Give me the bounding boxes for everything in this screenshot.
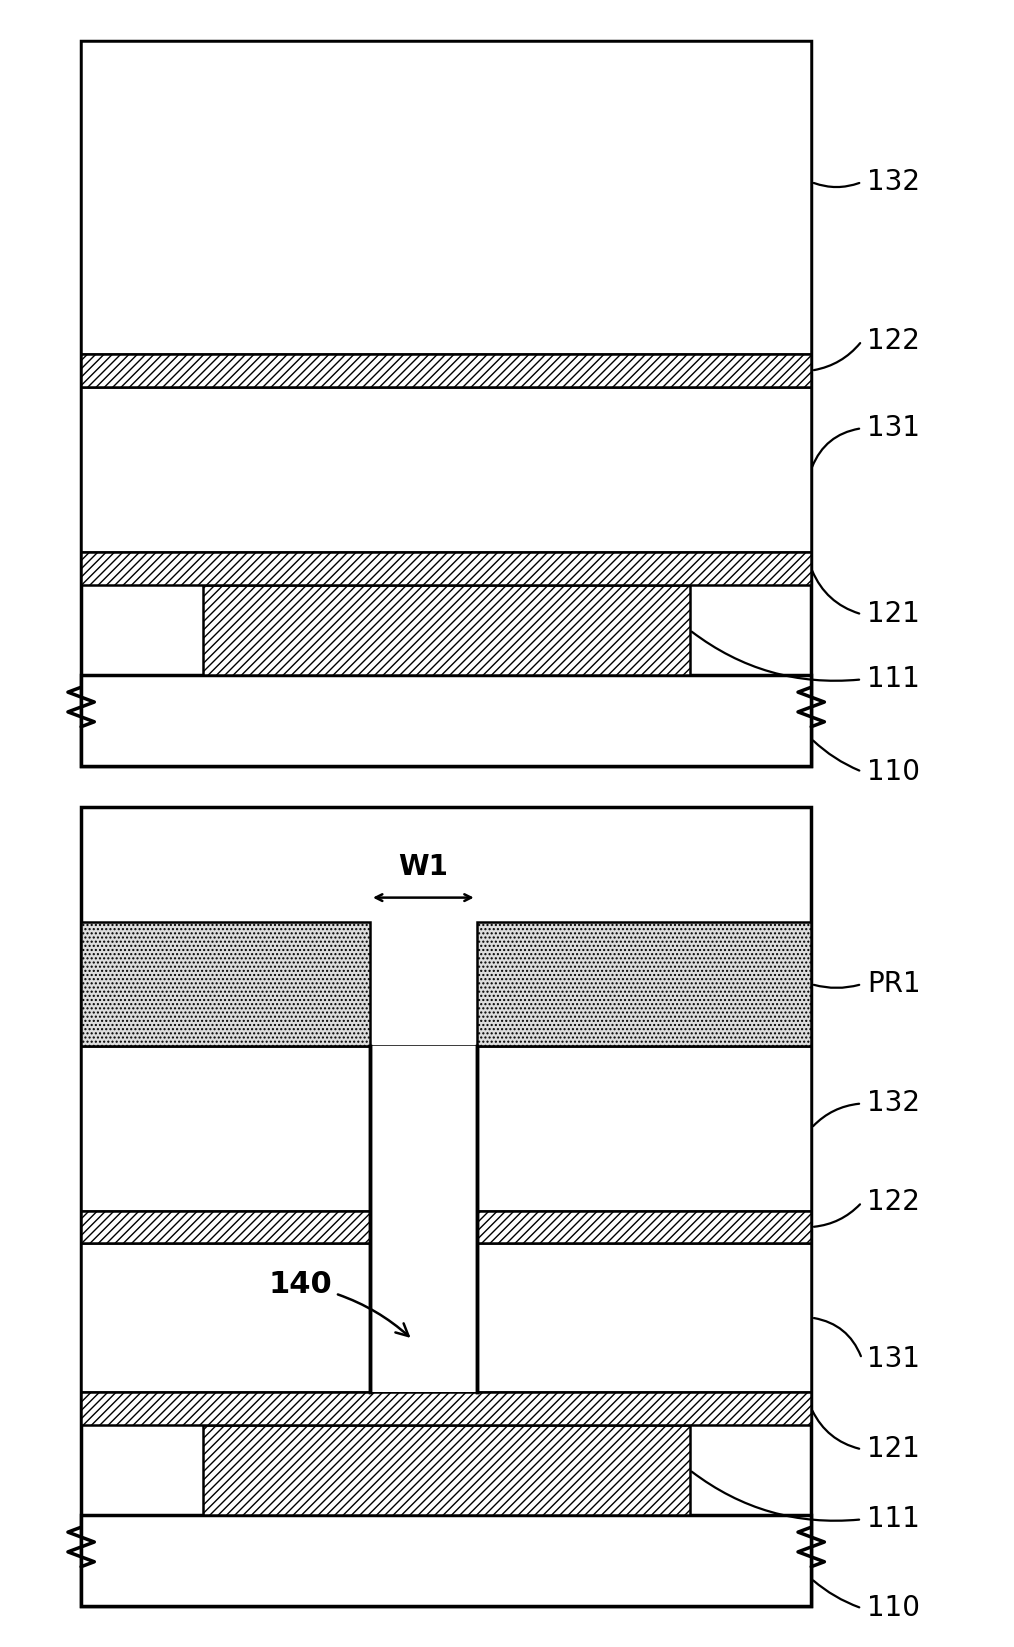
Text: 122: 122: [867, 1187, 920, 1217]
Bar: [81, 807, 811, 1606]
Bar: [81, 1211, 811, 1243]
Text: 131: 131: [867, 413, 920, 443]
Bar: [81, 1515, 811, 1606]
Bar: [81, 1392, 811, 1425]
Bar: [81, 552, 811, 585]
Text: 110: 110: [867, 758, 920, 786]
Text: W1: W1: [399, 853, 448, 881]
Text: 131: 131: [867, 1344, 920, 1374]
Bar: [370, 1243, 477, 1392]
Text: 110: 110: [867, 1594, 920, 1622]
Bar: [370, 1211, 477, 1243]
Bar: [81, 675, 811, 766]
Bar: [370, 1046, 477, 1211]
Text: 121: 121: [867, 1435, 920, 1464]
Bar: [370, 1046, 477, 1392]
Text: 111: 111: [867, 1505, 920, 1533]
Bar: [81, 387, 811, 552]
Text: 140: 140: [269, 1270, 409, 1336]
Text: 122: 122: [867, 326, 920, 356]
Bar: [81, 1046, 811, 1211]
Text: 132: 132: [867, 168, 920, 196]
Bar: [81, 1243, 811, 1392]
Bar: [477, 922, 811, 1046]
Text: 121: 121: [867, 600, 920, 629]
Bar: [81, 41, 811, 354]
Bar: [81, 354, 811, 387]
Text: 132: 132: [867, 1089, 920, 1118]
Bar: [203, 585, 690, 675]
Text: PR1: PR1: [867, 970, 921, 998]
Bar: [81, 922, 370, 1046]
Text: 111: 111: [867, 665, 920, 693]
Bar: [81, 41, 811, 766]
Bar: [203, 1425, 690, 1515]
